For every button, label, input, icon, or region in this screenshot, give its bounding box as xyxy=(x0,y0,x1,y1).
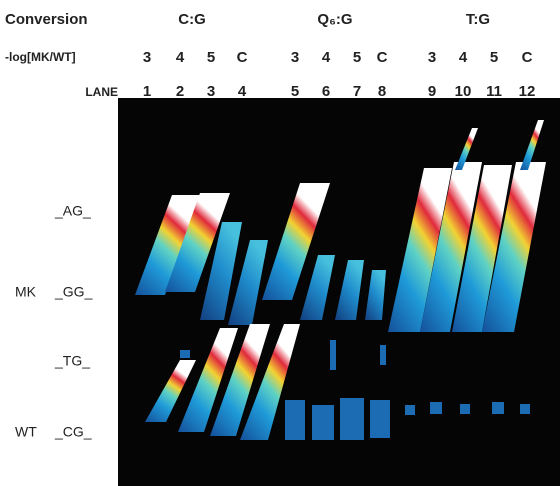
group-label: Q₆:G xyxy=(317,11,352,28)
dose-value: 4 xyxy=(322,49,331,66)
dose-value: C xyxy=(522,49,533,66)
dose-value: C xyxy=(377,49,388,66)
dose-value: 3 xyxy=(143,49,151,66)
dose-value: 5 xyxy=(490,49,498,66)
dose-value: 5 xyxy=(207,49,215,66)
group-label: T:G xyxy=(466,11,490,28)
band-label: WT xyxy=(15,424,37,440)
dose-value: 3 xyxy=(291,49,299,66)
dose-label: -log[MK/WT] xyxy=(5,50,76,64)
lane-number: 7 xyxy=(353,83,361,100)
band-label: _TG_ xyxy=(54,353,90,369)
band-label: _GG_ xyxy=(54,284,93,300)
lane-number: 10 xyxy=(455,83,472,100)
lane-number: 1 xyxy=(143,83,151,100)
band-label: _AG_ xyxy=(54,203,91,219)
dose-value: 3 xyxy=(428,49,436,66)
lane-number: 12 xyxy=(519,83,536,100)
lane-number: 8 xyxy=(378,83,386,100)
figure: Conversion C:G Q₆:G T:G -log[MK/WT] LANE… xyxy=(0,0,560,486)
group-label: C:G xyxy=(178,11,206,28)
lane-number: 11 xyxy=(486,83,502,100)
dose-value: C xyxy=(237,49,248,66)
conversion-label: Conversion xyxy=(5,11,88,28)
lane-number: 9 xyxy=(428,83,436,100)
lane-label: LANE xyxy=(85,85,118,99)
dose-value: 4 xyxy=(176,49,185,66)
band-label: MK xyxy=(15,284,37,300)
band-label: _CG_ xyxy=(54,424,92,440)
lane-number: 3 xyxy=(207,83,215,100)
lane-number: 2 xyxy=(176,83,184,100)
lane-number: 4 xyxy=(238,83,247,100)
dose-value: 4 xyxy=(459,49,468,66)
lane-number: 5 xyxy=(291,83,299,100)
dose-value: 5 xyxy=(353,49,361,66)
lane-number: 6 xyxy=(322,83,330,100)
